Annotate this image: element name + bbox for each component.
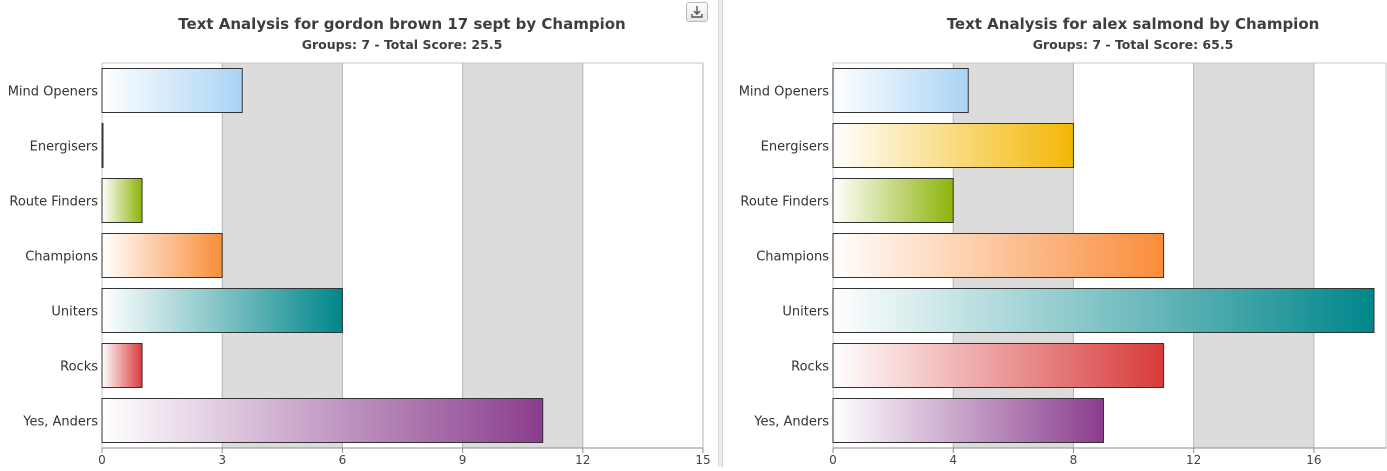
plot-band bbox=[582, 63, 703, 448]
bar[interactable] bbox=[101, 123, 104, 168]
bar[interactable] bbox=[832, 288, 1375, 333]
bar[interactable] bbox=[832, 178, 954, 223]
panel-divider[interactable] bbox=[718, 0, 723, 467]
x-tick-label: 16 bbox=[1306, 453, 1321, 467]
y-category-label: Rocks bbox=[791, 360, 829, 375]
y-category-label: Rocks bbox=[60, 360, 98, 375]
plot-band bbox=[1313, 63, 1386, 448]
bar[interactable] bbox=[101, 68, 243, 113]
y-category-label: Uniters bbox=[51, 305, 98, 320]
x-tick-label: 6 bbox=[339, 453, 347, 467]
x-tick-label: 3 bbox=[218, 453, 226, 467]
chart-title: Text Analysis for gordon brown 17 sept b… bbox=[178, 15, 625, 33]
chart-title: Text Analysis for alex salmond by Champi… bbox=[947, 15, 1320, 33]
bar[interactable] bbox=[101, 178, 143, 223]
x-tick-label: 12 bbox=[1186, 453, 1201, 467]
y-category-label: Yes, Anders bbox=[753, 415, 829, 430]
bar[interactable] bbox=[101, 343, 143, 388]
bar[interactable] bbox=[101, 233, 223, 278]
x-tick-label: 15 bbox=[695, 453, 710, 467]
y-category-label: Route Finders bbox=[9, 195, 98, 210]
bar[interactable] bbox=[832, 68, 969, 113]
plot-band bbox=[342, 63, 463, 448]
y-category-label: Mind Openers bbox=[8, 85, 99, 100]
download-icon bbox=[691, 6, 703, 18]
x-tick-label: 9 bbox=[459, 453, 467, 467]
export-button[interactable] bbox=[686, 2, 708, 22]
bar[interactable] bbox=[101, 398, 544, 443]
y-category-label: Yes, Anders bbox=[22, 415, 98, 430]
y-category-label: Energisers bbox=[30, 140, 99, 155]
bar[interactable] bbox=[832, 398, 1104, 443]
chart-panel-2: 0 4 8 12 16 Text Analysis for alex salmond by… bbox=[739, 15, 1387, 467]
x-tick-label: 4 bbox=[949, 453, 957, 467]
y-category-label: Champions bbox=[756, 250, 829, 265]
y-category-label: Mind Openers bbox=[739, 85, 830, 100]
bar[interactable] bbox=[832, 233, 1165, 278]
chart-subtitle: Groups: 7 - Total Score: 65.5 bbox=[1033, 37, 1234, 52]
chart-panel-1: 0 3 6 9 12 15 Text Analysis for gordon brown 1… bbox=[8, 15, 711, 467]
y-category-label: Route Finders bbox=[740, 195, 829, 210]
x-tick-label: 12 bbox=[575, 453, 590, 467]
plot-band bbox=[1193, 63, 1314, 448]
bar[interactable] bbox=[832, 343, 1165, 388]
y-category-label: Uniters bbox=[782, 305, 829, 320]
bar[interactable] bbox=[832, 123, 1074, 168]
plot-band bbox=[222, 63, 343, 448]
x-tick-label: 8 bbox=[1070, 453, 1078, 467]
x-tick-label: 0 bbox=[829, 453, 837, 467]
x-tick-label: 0 bbox=[98, 453, 106, 467]
y-category-label: Champions bbox=[25, 250, 98, 265]
chart-subtitle: Groups: 7 - Total Score: 25.5 bbox=[302, 37, 503, 52]
plot-band bbox=[462, 63, 583, 448]
bar[interactable] bbox=[101, 288, 343, 333]
y-category-label: Energisers bbox=[761, 140, 830, 155]
